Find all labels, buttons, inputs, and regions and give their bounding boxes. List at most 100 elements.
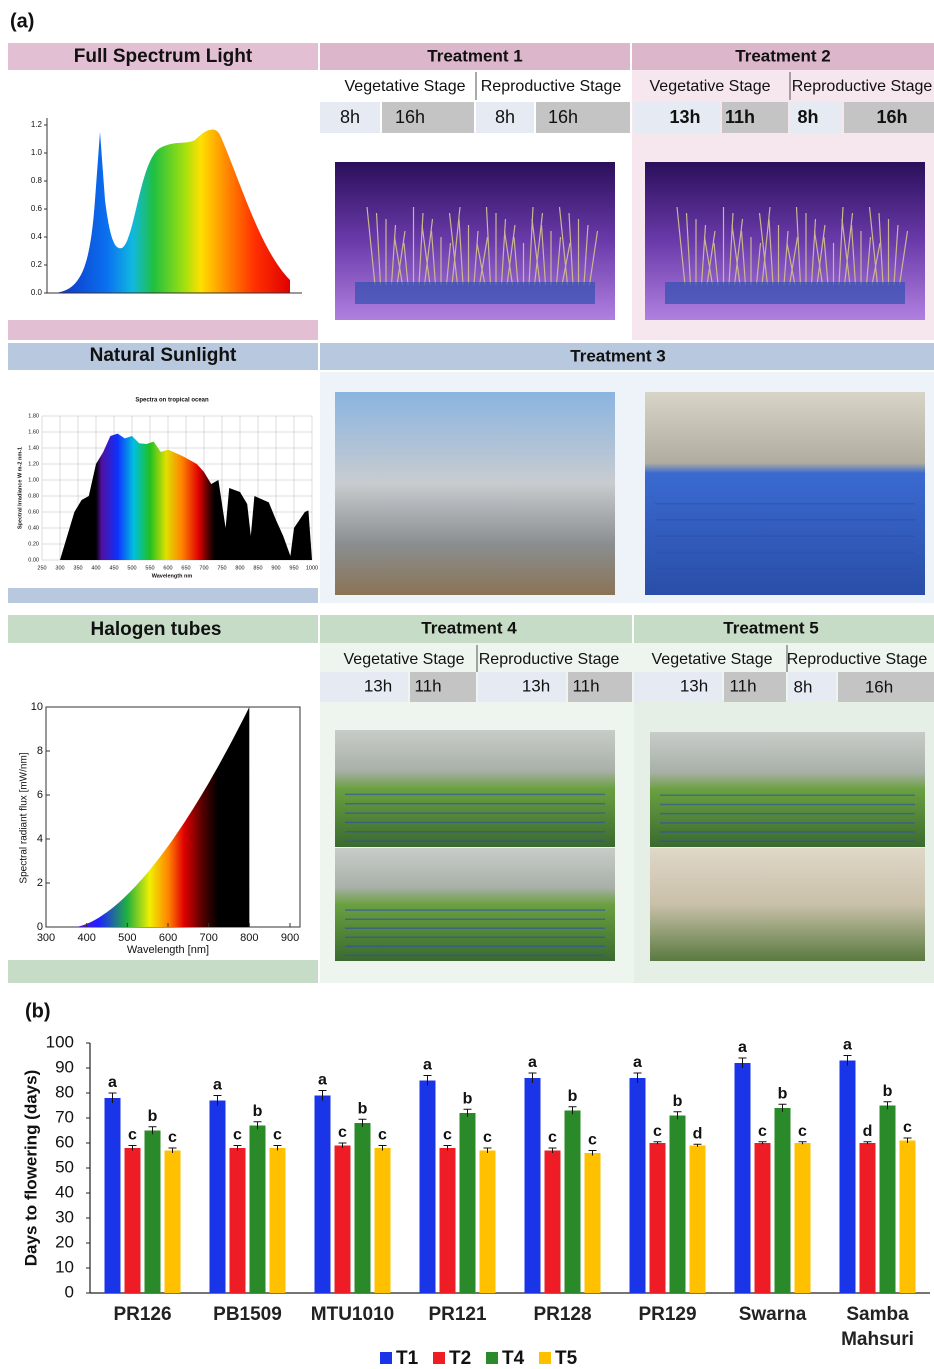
significance-letter: b: [148, 1108, 158, 1125]
y-tick-label: 0: [65, 1282, 74, 1301]
significance-letter: b: [463, 1090, 473, 1107]
significance-letter: b: [253, 1103, 263, 1120]
significance-letter: c: [443, 1127, 452, 1144]
bar: [735, 1063, 751, 1293]
x-tick-label: 700: [200, 932, 218, 944]
x-tick-label: 800: [240, 932, 258, 944]
legend-label: T2: [449, 1348, 471, 1369]
x-tick-label: PR126: [91, 1302, 195, 1327]
treatment-name: Treatment 1: [427, 46, 522, 65]
y-tick-label: 8: [37, 745, 43, 757]
significance-letter: c: [653, 1123, 662, 1140]
y-tick-label: 60: [55, 1132, 74, 1151]
x-tick-label: PR129: [616, 1302, 720, 1327]
bar: [165, 1151, 181, 1294]
significance-letter: b: [778, 1085, 788, 1102]
photo: [645, 392, 925, 595]
x-tick-label: 400: [77, 932, 95, 944]
x-tick-label: 250: [37, 565, 46, 571]
significance-letter: c: [168, 1129, 177, 1146]
figure: (a)Full Spectrum LightTreatment 1Treatme…: [0, 0, 934, 1369]
significance-letter: c: [758, 1123, 767, 1140]
bar: [860, 1143, 876, 1293]
x-tick-label: 750: [217, 565, 226, 571]
x-tick-label: 1000: [306, 565, 318, 571]
significance-letter: a: [843, 1037, 852, 1054]
photo: [650, 848, 925, 961]
significance-letter: c: [378, 1127, 387, 1144]
stage-label: Reproductive Stage: [792, 78, 933, 95]
photo: [335, 730, 615, 847]
hours-cell: [634, 672, 722, 702]
plot-title: Spectra on tropical ocean: [135, 398, 209, 404]
x-tick-label: 650: [181, 565, 190, 571]
y-tick-label: 0.4: [31, 232, 43, 241]
bar: [335, 1146, 351, 1294]
x-tick-label: 600: [163, 565, 172, 571]
bar: [250, 1126, 266, 1294]
y-tick-label: 0.0: [31, 288, 43, 297]
legend-swatch: [539, 1352, 551, 1364]
bar: [125, 1148, 141, 1293]
significance-letter: c: [588, 1132, 597, 1149]
x-tick-label: PR128: [511, 1302, 615, 1327]
hours-label: 13h: [669, 107, 700, 127]
bar: [355, 1123, 371, 1293]
x-tick-label: 550: [145, 565, 154, 571]
bar: [420, 1081, 436, 1294]
y-tick-label: 6: [37, 789, 43, 801]
y-tick-label: 70: [55, 1107, 74, 1126]
significance-letter: a: [633, 1054, 642, 1071]
legend-label: T1: [396, 1348, 419, 1369]
light-source: Natural Sunlight: [90, 345, 237, 366]
hours-label: 8h: [797, 107, 818, 127]
light-source: Halogen tubes: [91, 619, 222, 640]
x-tick-label: 950: [289, 565, 298, 571]
y-tick-label: 40: [55, 1182, 74, 1201]
y-tick-label: 0.60: [28, 509, 39, 515]
hours-label: 13h: [364, 676, 392, 695]
significance-letter: a: [528, 1054, 537, 1071]
treatment-name: Treatment 2: [735, 46, 830, 65]
hours-label: 8h: [495, 107, 515, 127]
tray: [665, 282, 905, 304]
y-tick-label: 10: [55, 1257, 74, 1276]
bar: [460, 1113, 476, 1293]
photo: [335, 392, 615, 595]
y-tick-label: 1.0: [31, 148, 43, 157]
y-tick-label: 1.60: [28, 429, 39, 435]
bar: [105, 1098, 121, 1293]
significance-letter: d: [693, 1125, 703, 1142]
bar: [270, 1148, 286, 1293]
x-tick-label: 400: [91, 565, 100, 571]
stage-label: Vegetative Stage: [650, 78, 771, 95]
hours-label: 11h: [729, 676, 756, 695]
significance-letter: a: [213, 1077, 222, 1094]
x-tick-label: 350: [73, 565, 82, 571]
significance-letter: d: [863, 1123, 873, 1140]
treatment-name: Treatment 3: [570, 346, 665, 365]
significance-letter: c: [903, 1119, 912, 1136]
bar: [650, 1143, 666, 1293]
x-tick-label: Samba Mahsuri: [826, 1302, 930, 1352]
hours-label: 16h: [395, 107, 425, 127]
y-tick-label: 0.00: [28, 557, 39, 563]
color-strip: [8, 320, 318, 340]
panel-label: (a): [10, 10, 34, 32]
x-tick-label: 900: [281, 932, 299, 944]
bar: [840, 1061, 856, 1294]
significance-letter: b: [883, 1083, 893, 1100]
legend-label: T5: [555, 1348, 578, 1369]
hours-label: 8h: [794, 677, 813, 696]
significance-letter: c: [548, 1129, 557, 1146]
panel-label: (b): [25, 1000, 51, 1022]
significance-letter: a: [738, 1039, 747, 1056]
significance-letter: c: [273, 1127, 282, 1144]
y-tick-label: 80: [55, 1082, 74, 1101]
bar: [440, 1148, 456, 1293]
x-tick-label: PR121: [406, 1302, 510, 1327]
bar: [670, 1116, 686, 1294]
bar: [880, 1106, 896, 1294]
x-tick-label: 300: [55, 565, 64, 571]
stage-label: Reproductive Stage: [787, 651, 928, 668]
